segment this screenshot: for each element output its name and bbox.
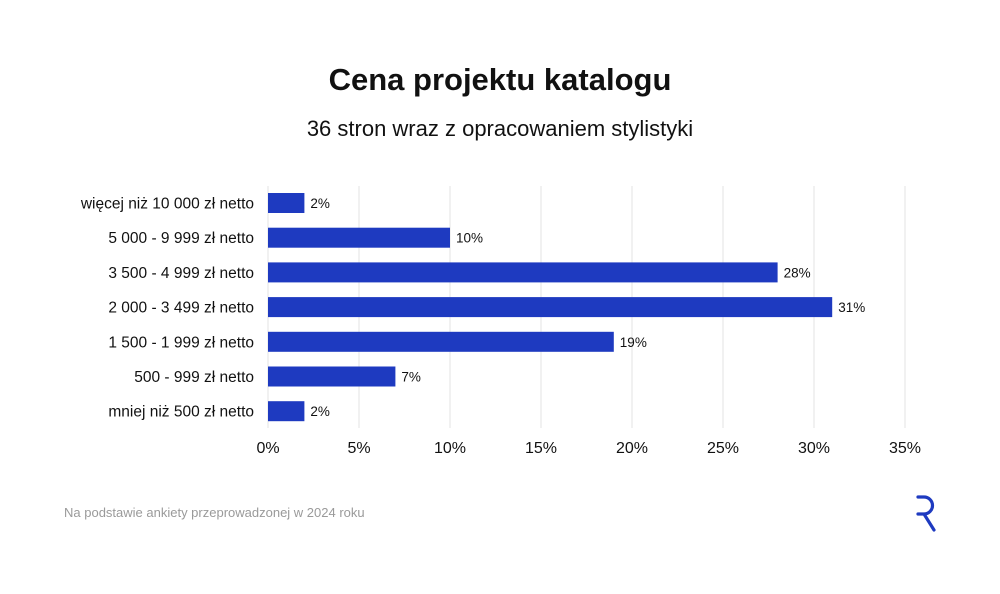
data-label: 2% <box>310 404 330 419</box>
category-label: mniej niż 500 zł netto <box>108 404 254 421</box>
r-logo-icon <box>916 495 936 532</box>
category-label: 500 - 999 zł netto <box>134 369 254 386</box>
bar <box>268 297 833 318</box>
x-tick-label: 15% <box>525 440 557 457</box>
category-label: 2 000 - 3 499 zł netto <box>108 300 254 317</box>
data-label: 2% <box>310 196 330 211</box>
x-tick-label: 5% <box>347 440 370 457</box>
x-axis-ticks: 0% 5% 10% 15% 20% 25% 30% 35% <box>256 440 921 457</box>
bar <box>268 331 614 352</box>
x-tick-label: 20% <box>616 440 648 457</box>
chart-title: Cena projektu katalogu <box>328 62 672 97</box>
bar <box>268 193 305 213</box>
x-tick-label: 0% <box>256 440 279 457</box>
category-label: więcej niż 10 000 zł netto <box>80 196 254 213</box>
x-tick-label: 10% <box>434 440 466 457</box>
bar <box>268 262 778 283</box>
data-label: 10% <box>456 231 483 246</box>
x-tick-label: 35% <box>889 440 921 457</box>
category-label: 1 500 - 1 999 zł netto <box>108 334 254 351</box>
chart-subtitle: 36 stron wraz z opracowaniem stylistyki <box>306 116 694 141</box>
x-tick-label: 25% <box>707 440 739 457</box>
bar <box>268 366 396 387</box>
data-label: 28% <box>784 265 811 280</box>
category-label: 5 000 - 9 999 zł netto <box>108 230 254 247</box>
category-label: 3 500 - 4 999 zł netto <box>108 265 254 282</box>
footnote: Na podstawie ankiety przeprowadzonej w 2… <box>64 505 365 520</box>
category-labels: więcej niż 10 000 zł netto 5 000 - 9 999 … <box>80 196 254 421</box>
data-labels: 2% 10% 28% 31% 19% 7% 2% <box>310 196 865 419</box>
bars <box>268 193 833 422</box>
x-tick-label: 30% <box>798 440 830 457</box>
data-label: 19% <box>620 335 647 350</box>
bar <box>268 227 450 248</box>
bar <box>268 401 305 422</box>
data-label: 7% <box>401 370 421 385</box>
data-label: 31% <box>838 300 865 315</box>
